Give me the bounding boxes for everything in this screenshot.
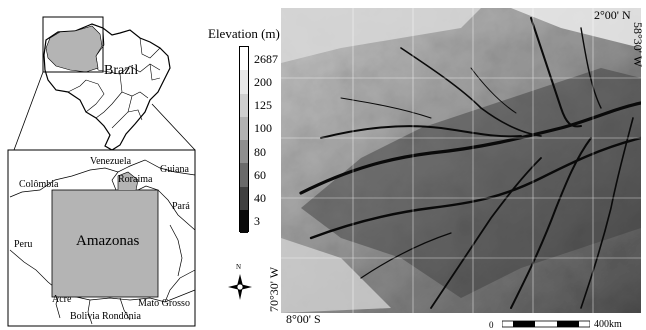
- coord-top-right-lat: 2°00' N: [594, 8, 631, 22]
- legend-label-125: 125: [254, 98, 272, 113]
- legend-label-60: 60: [254, 167, 266, 182]
- legend-swatch-2687: [240, 47, 248, 71]
- legend-label-3: 3: [254, 214, 260, 229]
- amazonas-neighbor-borders: [9, 159, 196, 325]
- highland-northeast: [511, 8, 641, 48]
- label-mato-grosso: Mato Grosso: [138, 298, 190, 309]
- legend-swatch-80: [240, 140, 248, 164]
- elevation-map: [281, 8, 641, 313]
- label-colombia: Colômbia: [19, 179, 59, 190]
- scale-bar: [502, 320, 590, 328]
- legend-swatch-200: [240, 70, 248, 94]
- roraima-notch: [117, 171, 139, 191]
- label-venezuela: Venezuela: [90, 156, 132, 167]
- legend-swatch-3: [240, 209, 248, 233]
- label-roraima: Roraima: [118, 174, 153, 185]
- connector-line-right: [151, 103, 196, 151]
- label-para: Pará: [172, 201, 190, 212]
- coord-right-lon: 58°30' W: [631, 22, 645, 68]
- brazil-highlight-box: [42, 16, 104, 73]
- legend-label-2687: 2687: [254, 51, 278, 66]
- legend-label-40: 40: [254, 191, 266, 206]
- legend-swatch-125: [240, 93, 248, 117]
- legend-swatch-100: [240, 116, 248, 140]
- legend-title: Elevation (m): [208, 26, 280, 41]
- scale-end-label: 400km: [594, 319, 622, 330]
- coord-bottom-left-lat: 8°00' S: [286, 312, 321, 326]
- legend-label-80: 80: [254, 144, 266, 159]
- legend-swatch-40: [240, 186, 248, 210]
- legend-color-bar: [239, 46, 249, 233]
- lowland-central: [301, 68, 641, 298]
- amazonas-label: Amazonas: [76, 233, 140, 249]
- river-network: [299, 17, 641, 309]
- legend-label-200: 200: [254, 74, 272, 89]
- label-guiana: Guiana: [160, 164, 189, 175]
- brazil-label: Brazil: [104, 63, 139, 78]
- label-bolivia: Bolivia: [70, 311, 100, 322]
- amazonas-inset-fill: [45, 25, 103, 73]
- graticule-grid: [281, 8, 641, 313]
- label-acre: Acre: [52, 294, 72, 305]
- label-rondonia: Rondônia: [102, 311, 141, 322]
- highland-north: [281, 8, 481, 63]
- legend-swatch-60: [240, 163, 248, 187]
- amazonas-state-box: [51, 189, 159, 298]
- coord-left-lon: 70°30' W: [267, 266, 281, 312]
- north-arrow-letter: N: [236, 263, 242, 271]
- connector-line-left: [13, 71, 44, 151]
- highland-southwest: [281, 238, 391, 313]
- north-arrow-icon: [228, 274, 252, 300]
- scale-start-label: 0: [489, 320, 494, 330]
- legend-label-100: 100: [254, 121, 272, 136]
- label-peru: Peru: [14, 239, 33, 250]
